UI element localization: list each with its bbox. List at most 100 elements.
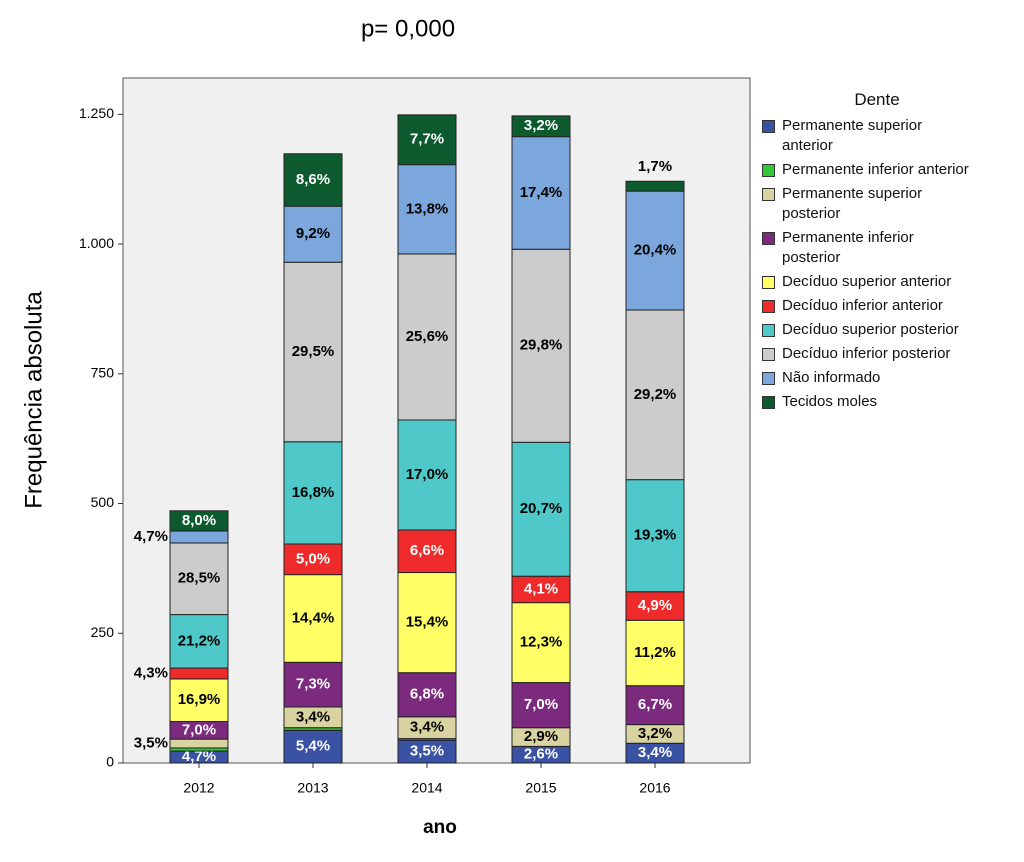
- value-label: 6,7%: [638, 696, 672, 713]
- y-tick-label: 1.250: [79, 105, 114, 121]
- value-label: 29,2%: [634, 386, 677, 403]
- bar-segment: [397, 253, 457, 421]
- bar-segment: [625, 309, 685, 481]
- value-label: 16,9%: [178, 691, 221, 708]
- value-label: 2,6%: [524, 746, 558, 763]
- value-label: 28,5%: [178, 570, 221, 587]
- value-label: 8,6%: [296, 171, 330, 188]
- bar-segment: [397, 114, 457, 166]
- legend-swatch: [762, 396, 775, 409]
- bar-segment: [397, 419, 457, 531]
- legend-item: Não informado: [762, 368, 992, 388]
- value-label: 5,0%: [296, 550, 330, 567]
- value-label: 6,6%: [410, 542, 444, 559]
- value-label: 7,3%: [296, 676, 330, 693]
- bar-segment: [169, 510, 229, 532]
- legend-label: Permanente inferior anterior: [782, 161, 969, 178]
- value-label: 2,9%: [524, 728, 558, 745]
- legend-label: Não informado: [782, 369, 881, 386]
- legend-label: Decíduo superior anterior: [782, 273, 952, 290]
- legend-label: Decíduo inferior anterior: [782, 297, 943, 314]
- value-label: 21,2%: [178, 632, 221, 649]
- value-label: 3,5%: [134, 735, 168, 752]
- legend-swatch: [762, 276, 775, 289]
- legend-item: Permanente inferior anterior: [762, 160, 992, 180]
- legend-item: Permanente superior anterior: [762, 116, 992, 156]
- value-label: 11,2%: [634, 644, 676, 661]
- legend-swatch: [762, 300, 775, 313]
- legend-item: Permanente inferior posterior: [762, 228, 992, 268]
- value-label: 7,7%: [410, 131, 444, 148]
- bar-segment: [625, 180, 685, 192]
- bar-segment: [169, 738, 229, 749]
- legend-item: Permanente superior posterior: [762, 184, 992, 224]
- bar-segment: [283, 661, 343, 708]
- value-label: 4,3%: [134, 664, 168, 681]
- value-label: 9,2%: [296, 225, 330, 242]
- legend-item: Decíduo inferior posterior: [762, 344, 992, 364]
- value-label: 7,0%: [524, 696, 558, 713]
- bar-segment: [283, 543, 343, 576]
- legend-label: Permanente inferior posterior: [782, 229, 914, 266]
- bar-segment: [625, 685, 685, 726]
- value-label: 13,8%: [406, 200, 449, 217]
- bar-segment: [169, 667, 229, 680]
- legend-label: Tecidos moles: [782, 393, 878, 410]
- legend-label: Permanente superior anterior: [782, 117, 923, 154]
- value-label: 1,7%: [638, 158, 672, 175]
- legend-label: Decíduo inferior posterior: [782, 345, 951, 362]
- bar-segment: [169, 614, 229, 669]
- value-label: 14,4%: [292, 609, 335, 626]
- bar-segment: [169, 542, 229, 616]
- bar-segment: [625, 479, 685, 593]
- value-label: 20,7%: [520, 500, 563, 517]
- value-label: 29,5%: [292, 343, 335, 360]
- bar-segment: [397, 572, 457, 674]
- legend-swatch: [762, 324, 775, 337]
- chart-title: p= 0,000: [361, 15, 455, 42]
- legend-label: Permanente superior posterior: [782, 185, 923, 222]
- bar-segment: [511, 575, 571, 604]
- value-label: 25,6%: [406, 328, 449, 345]
- x-tick-label: 2014: [411, 780, 442, 796]
- value-label: 15,4%: [406, 614, 449, 631]
- bar-segment: [283, 729, 343, 764]
- legend-swatch: [762, 164, 775, 177]
- bar-segment: [283, 153, 343, 207]
- y-tick-label: 750: [91, 364, 115, 380]
- bar-segment: [169, 678, 229, 722]
- value-label: 4,1%: [524, 580, 558, 597]
- legend-item: Decíduo inferior anterior: [762, 296, 992, 316]
- legend-title: Dente: [854, 90, 900, 109]
- value-label: 8,0%: [182, 512, 216, 529]
- bar-segment: [625, 591, 685, 621]
- value-label: 6,8%: [410, 686, 444, 703]
- legend-swatch: [762, 372, 775, 385]
- value-label: 17,0%: [406, 466, 449, 483]
- legend-swatch: [762, 120, 775, 133]
- y-tick-label: 250: [91, 624, 115, 640]
- legend-item: Decíduo superior anterior: [762, 272, 992, 292]
- value-label: 4,9%: [638, 597, 672, 614]
- value-label: 19,3%: [634, 527, 677, 544]
- bar-segment: [511, 602, 571, 684]
- bar-segment: [625, 190, 685, 311]
- legend-swatch: [762, 188, 775, 201]
- bar-segment: [625, 619, 685, 687]
- bar-segment: [511, 136, 571, 250]
- legend-swatch: [762, 232, 775, 245]
- y-tick-label: 500: [91, 494, 115, 510]
- legend-swatch: [762, 348, 775, 361]
- value-label: 3,2%: [638, 725, 672, 742]
- value-label: 3,4%: [410, 719, 444, 736]
- bar-segment: [511, 115, 571, 138]
- bar-segment: [397, 164, 457, 255]
- bar-segment: [283, 574, 343, 663]
- value-label: 16,8%: [292, 484, 335, 501]
- value-label: 4,7%: [134, 528, 168, 545]
- legend-item: Decíduo superior posterior: [762, 320, 992, 340]
- bar-segment: [169, 530, 229, 544]
- bar-segment: [511, 248, 571, 443]
